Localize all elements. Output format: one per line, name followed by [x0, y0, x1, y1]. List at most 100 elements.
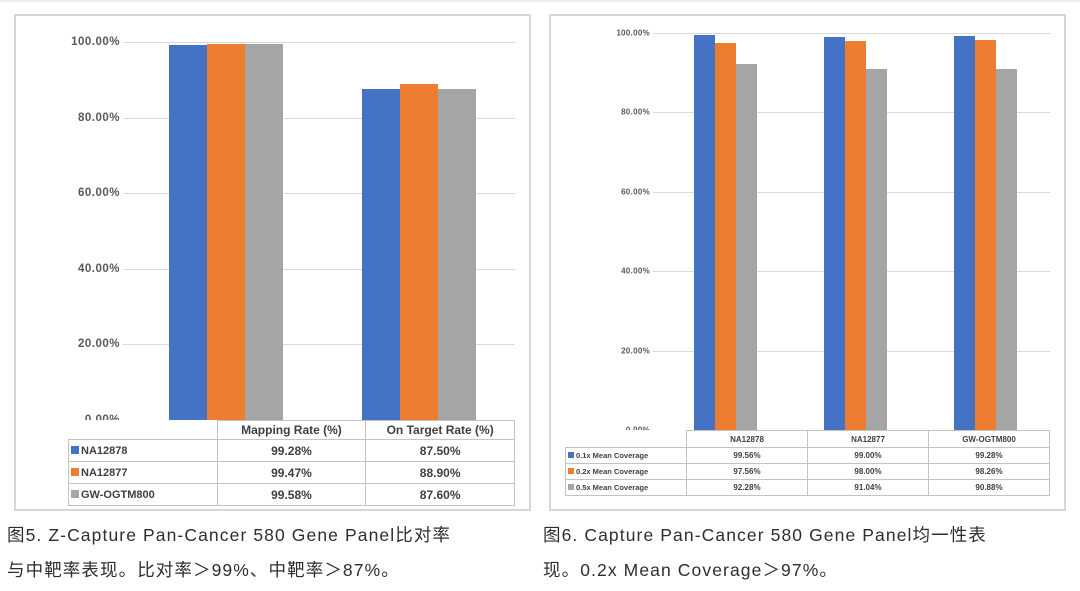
- bar-group-na12878: [660, 33, 790, 430]
- legend-key-0-2x-mean-coverage: 0.2x Mean Coverage: [565, 463, 687, 480]
- gridline-20-00: [123, 344, 515, 346]
- figure-6-bar-groups: [660, 33, 1050, 430]
- table-row-na12877: NA12877 99.47% 88.90%: [68, 461, 515, 484]
- figure-5-data-table: Mapping Rate (%) On Target Rate (%) NA1287…: [68, 420, 515, 506]
- figure-5-table-body: NA12878 99.28% 87.50% NA12877 99.47% 88.90% GW…: [68, 439, 515, 506]
- figure-5-caption-line-2: 与中靶率表现。比对率＞99%、中靶率＞87%。: [7, 560, 400, 580]
- legend-key-0-5x-mean-coverage: 0.5x Mean Coverage: [565, 479, 687, 496]
- legend-label-0-2x-mean-coverage: 0.2x Mean Coverage: [576, 467, 649, 476]
- y-axis-tick-100-00: 100.00%: [616, 28, 650, 38]
- figure-5-bar-groups: [130, 42, 515, 420]
- figure-6-table-body: 0.1x Mean Coverage 99.56% 99.00% 99.28% 0.2x…: [565, 447, 1050, 496]
- y-axis-tick-20-00: 20.00%: [621, 346, 650, 356]
- bar-na12877-on-target-rate: [399, 83, 438, 420]
- bar-gw-ogtm800-mapping-rate: [245, 43, 284, 420]
- legend-swatch-0-5x-mean-coverage-icon: [568, 484, 574, 491]
- bar-group-na12877: [790, 33, 920, 430]
- legend-key-gw-ogtm800: GW-OGTM800: [68, 483, 218, 506]
- figure-6-caption: 图6. Capture Pan-Cancer 580 Gene Panel均一性…: [543, 518, 1077, 588]
- value-0-1x-mean-coverage-na12878: 99.56%: [686, 447, 808, 464]
- table-row-0-5x-mean-coverage: 0.5x Mean Coverage 92.28% 91.04% 90.88%: [565, 479, 1050, 496]
- bar-gw-ogtm800-on-target-rate: [437, 88, 476, 420]
- figure-5-column-header-mapping-rate: Mapping Rate (%): [216, 420, 367, 440]
- y-axis-tick-60-00: 60.00%: [77, 187, 120, 200]
- value-0-2x-mean-coverage-na12878: 97.56%: [686, 463, 808, 480]
- legend-key-na12878: NA12878: [68, 439, 218, 462]
- value-na12878-on-target-rate: 87.50%: [365, 439, 515, 462]
- legend-label-0-5x-mean-coverage: 0.5x Mean Coverage: [576, 483, 649, 492]
- bar-0-1x-mean-coverage-na12878: [693, 34, 715, 430]
- value-0-2x-mean-coverage-gw-ogtm800: 98.26%: [928, 463, 1050, 480]
- figure-5-column-header-on-target-rate: On Target Rate (%): [365, 420, 515, 440]
- legend-swatch-0-1x-mean-coverage-icon: [568, 452, 574, 459]
- legend-key-na12877: NA12877: [68, 461, 218, 484]
- figure-6-chart-area: 100.00%80.00%60.00%40.00%20.00%0.00%: [551, 16, 1064, 435]
- legend-key-0-1x-mean-coverage: 0.1x Mean Coverage: [565, 447, 687, 464]
- bar-0-2x-mean-coverage-na12878: [714, 42, 736, 430]
- figure-6-chart-panel: 100.00%80.00%60.00%40.00%20.00%0.00% NA1…: [549, 14, 1066, 511]
- bar-na12877-mapping-rate: [207, 44, 246, 420]
- value-0-1x-mean-coverage-na12877: 99.00%: [807, 447, 929, 464]
- figure-6-data-table: NA12878 NA12877 GW-OGTM800 0.1x Mean Covera…: [565, 430, 1050, 496]
- figure-6-column-header-na12877: NA12877: [807, 430, 929, 448]
- bar-0-5x-mean-coverage-gw-ogtm800: [995, 69, 1017, 430]
- bar-0-5x-mean-coverage-na12877: [865, 68, 887, 430]
- bar-0-2x-mean-coverage-gw-ogtm800: [974, 39, 996, 430]
- legend-label-gw-ogtm800: GW-OGTM800: [81, 488, 155, 501]
- legend-swatch-0-2x-mean-coverage-icon: [568, 468, 574, 475]
- figure-5-caption-line-1: 图5. Z-Capture Pan-Cancer 580 Gene Panel比…: [7, 525, 452, 545]
- y-axis-tick-80-00: 80.00%: [77, 111, 120, 124]
- figure-5-table-corner-cell: [69, 421, 218, 440]
- value-0-1x-mean-coverage-gw-ogtm800: 99.28%: [928, 447, 1050, 464]
- bar-0-1x-mean-coverage-na12877: [823, 36, 845, 430]
- figure-6-caption-line-2: 现。0.2x Mean Coverage＞97%。: [543, 560, 838, 580]
- bar-group-mapping-rate: [130, 42, 323, 420]
- legend-swatch-na12878-icon: [71, 445, 79, 454]
- bar-na12878-on-target-rate: [361, 89, 400, 420]
- bar-na12878-mapping-rate: [169, 44, 208, 420]
- legend-label-na12878: NA12878: [81, 444, 128, 457]
- value-na12878-mapping-rate: 99.28%: [216, 439, 367, 462]
- figure-6-table-corner-cell: [566, 431, 687, 448]
- table-row-na12878: NA12878 99.28% 87.50%: [68, 439, 515, 462]
- value-gw-ogtm800-on-target-rate: 87.60%: [365, 483, 515, 506]
- figure-6-column-header-gw-ogtm800: GW-OGTM800: [928, 430, 1050, 448]
- gridline-60-00: [123, 193, 515, 195]
- gridline-80-00: [123, 117, 515, 119]
- figure-6-column-header-na12878: NA12878: [686, 430, 808, 448]
- value-0-5x-mean-coverage-gw-ogtm800: 90.88%: [928, 479, 1050, 496]
- gridline-40-00: [123, 268, 515, 270]
- figure-5-caption: 图5. Z-Capture Pan-Cancer 580 Gene Panel比…: [7, 518, 541, 588]
- figure-5-plot: 100.00%80.00%60.00%40.00%20.00%0.00%: [71, 36, 515, 426]
- figure-5-table-header: Mapping Rate (%) On Target Rate (%): [69, 420, 515, 440]
- value-0-2x-mean-coverage-na12877: 98.00%: [807, 463, 929, 480]
- legend-label-0-1x-mean-coverage: 0.1x Mean Coverage: [576, 451, 649, 460]
- y-axis-tick-60-00: 60.00%: [621, 187, 650, 197]
- legend-swatch-na12877-icon: [71, 467, 79, 476]
- y-axis-tick-40-00: 40.00%: [621, 266, 650, 276]
- y-axis-tick-40-00: 40.00%: [77, 262, 120, 275]
- gridline-100-00: [123, 42, 515, 43]
- figure-5-chart-area: 100.00%80.00%60.00%40.00%20.00%0.00%: [16, 16, 529, 426]
- bar-group-gw-ogtm800: [920, 33, 1050, 430]
- figure-6-table-header: NA12878 NA12877 GW-OGTM800: [566, 430, 1050, 448]
- y-axis-tick-20-00: 20.00%: [77, 338, 120, 351]
- figure-6-caption-line-1: 图6. Capture Pan-Cancer 580 Gene Panel均一性…: [543, 525, 987, 545]
- table-row-0-1x-mean-coverage: 0.1x Mean Coverage 99.56% 99.00% 99.28%: [565, 447, 1050, 464]
- y-axis-tick-80-00: 80.00%: [621, 107, 650, 117]
- bar-0-1x-mean-coverage-gw-ogtm800: [953, 35, 975, 430]
- table-row-gw-ogtm800: GW-OGTM800 99.58% 87.60%: [68, 483, 515, 506]
- figure-5-chart-panel: 100.00%80.00%60.00%40.00%20.00%0.00% Map…: [14, 14, 531, 511]
- value-na12877-mapping-rate: 99.47%: [216, 461, 367, 484]
- figure-6-table-header-row: NA12878 NA12877 GW-OGTM800: [566, 430, 1050, 448]
- figure-6-plot: 100.00%80.00%60.00%40.00%20.00%0.00%: [616, 29, 1050, 435]
- legend-label-na12877: NA12877: [81, 466, 128, 479]
- bar-0-2x-mean-coverage-na12877: [844, 40, 866, 430]
- value-0-5x-mean-coverage-na12877: 91.04%: [807, 479, 929, 496]
- value-0-5x-mean-coverage-na12878: 92.28%: [686, 479, 808, 496]
- bar-group-on-target-rate: [323, 42, 516, 420]
- y-axis-tick-100-00: 100.00%: [71, 36, 120, 48]
- value-na12877-on-target-rate: 88.90%: [365, 461, 515, 484]
- table-row-0-2x-mean-coverage: 0.2x Mean Coverage 97.56% 98.00% 98.26%: [565, 463, 1050, 480]
- legend-swatch-gw-ogtm800-icon: [71, 489, 79, 498]
